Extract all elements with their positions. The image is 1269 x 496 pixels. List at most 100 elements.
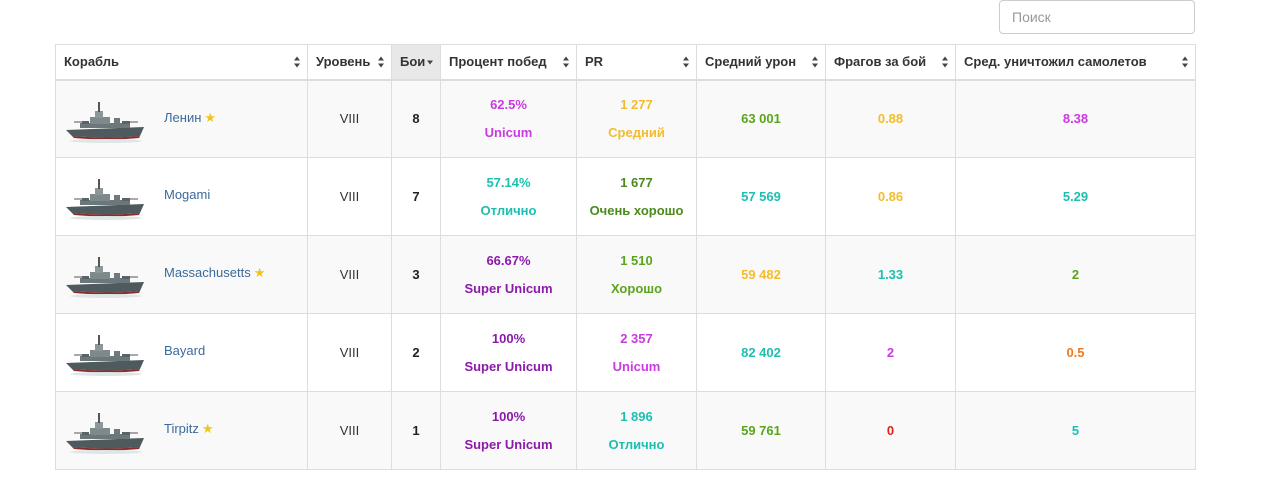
frags-value: 2: [886, 345, 895, 360]
column-header-pr[interactable]: PR: [576, 44, 697, 81]
avg-damage-cell: 59 482: [696, 235, 826, 314]
pr-rating: Unicum: [612, 359, 661, 374]
ship-name: Tirpitz: [164, 421, 199, 436]
battles-cell: 7: [391, 157, 441, 236]
winrate-cell: 62.5% Unicum: [440, 79, 577, 158]
warship-icon: [66, 179, 144, 220]
column-header-frags[interactable]: Фрагов за бой: [825, 44, 956, 81]
planes-cell: 2: [955, 235, 1196, 314]
sort-icon: [942, 56, 949, 68]
column-header-ship[interactable]: Корабль: [55, 44, 308, 81]
table-row: Ленин ★ VIII 8 62.5% Unicum 1 277 Средний…: [55, 79, 1196, 158]
ship-name-link[interactable]: Ленин ★: [164, 110, 216, 126]
battles-cell: 8: [391, 79, 441, 158]
battles-value: 1: [412, 423, 420, 438]
winrate-cell: 100% Super Unicum: [440, 391, 577, 470]
ship-name-link[interactable]: Bayard: [164, 343, 205, 358]
sort-icon: [812, 56, 819, 68]
level-cell: VIII: [307, 235, 392, 314]
level-cell: VIII: [307, 79, 392, 158]
level-cell: VIII: [307, 313, 392, 392]
ship-cell: Mogami: [55, 157, 308, 236]
ship-cell: Massachusetts ★: [55, 235, 308, 314]
planes-cell: 5.29: [955, 157, 1196, 236]
pr-value: 1 896: [620, 409, 653, 424]
warship-icon: [66, 335, 144, 376]
pr-rating: Очень хорошо: [589, 203, 684, 218]
ships-stats-table: Корабль Уровень Бои Процент побед PR Сре…: [55, 44, 1196, 470]
pr-value: 2 357: [620, 331, 653, 346]
table-row: Tirpitz ★ VIII 1 100% Super Unicum 1 896 …: [55, 391, 1196, 470]
avg-damage-cell: 59 761: [696, 391, 826, 470]
level-value: VIII: [339, 189, 360, 204]
column-header-label: Сред. уничтожил самолетов: [964, 54, 1147, 70]
battles-value: 3: [412, 267, 420, 282]
pr-value: 1 510: [620, 253, 653, 268]
pr-cell: 1 896 Отлично: [576, 391, 697, 470]
table-row: Mogami VIII 7 57.14% Отлично 1 677 Очень…: [55, 157, 1196, 236]
level-value: VIII: [339, 423, 360, 438]
winrate-rating: Отлично: [480, 203, 537, 218]
column-header-winrate[interactable]: Процент побед: [440, 44, 577, 81]
level-cell: VIII: [307, 157, 392, 236]
avg-damage-value: 82 402: [741, 345, 781, 360]
pr-value: 1 677: [620, 175, 653, 190]
avg-damage-cell: 57 569: [696, 157, 826, 236]
avg-damage-cell: 63 001: [696, 79, 826, 158]
level-value: VIII: [339, 111, 360, 127]
column-header-level[interactable]: Уровень: [307, 44, 392, 81]
pr-value: 1 277: [620, 97, 653, 113]
planes-value: 5.29: [1062, 189, 1089, 204]
winrate-cell: 66.67% Super Unicum: [440, 235, 577, 314]
planes-cell: 8.38: [955, 79, 1196, 158]
warship-icon: [66, 101, 144, 143]
planes-value: 5: [1071, 423, 1080, 438]
star-icon: ★: [204, 109, 217, 125]
frags-cell: 1.33: [825, 235, 956, 314]
column-header-battles[interactable]: Бои: [391, 44, 441, 81]
pr-rating: Хорошо: [610, 281, 663, 296]
planes-value: 8.38: [1062, 111, 1089, 127]
winrate-value: 100%: [491, 331, 526, 346]
battles-value: 2: [412, 345, 420, 360]
ship-name-link[interactable]: Mogami: [164, 187, 210, 202]
column-header-avg-damage[interactable]: Средний урон: [696, 44, 826, 81]
pr-cell: 1 277 Средний: [576, 79, 697, 158]
table-row: Bayard VIII 2 100% Super Unicum 2 357 Un…: [55, 313, 1196, 392]
frags-value: 0: [886, 423, 895, 438]
pr-cell: 2 357 Unicum: [576, 313, 697, 392]
avg-damage-value: 63 001: [741, 111, 781, 127]
ship-name: Bayard: [164, 343, 206, 358]
column-header-planes[interactable]: Сред. уничтожил самолетов: [955, 44, 1196, 81]
winrate-value: 100%: [491, 409, 526, 424]
search-input[interactable]: [999, 0, 1195, 34]
level-value: VIII: [339, 267, 360, 282]
warship-icon: [66, 257, 144, 298]
column-header-label: Бои: [400, 54, 426, 70]
sort-icon: [378, 56, 385, 68]
frags-cell: 2: [825, 313, 956, 392]
sort-icon: [683, 56, 690, 68]
battles-cell: 1: [391, 391, 441, 470]
avg-damage-value: 57 569: [741, 189, 781, 204]
table-header-row: Корабль Уровень Бои Процент побед PR Сре…: [55, 44, 1196, 81]
ship-cell: Ленин ★: [55, 79, 308, 158]
planes-value: 2: [1071, 267, 1080, 282]
winrate-rating: Super Unicum: [464, 359, 553, 374]
planes-cell: 5: [955, 391, 1196, 470]
winrate-value: 62.5%: [490, 97, 527, 113]
warship-icon: [66, 413, 144, 454]
table-row: Massachusetts ★ VIII 3 66.67% Super Unicu…: [55, 235, 1196, 314]
frags-cell: 0.86: [825, 157, 956, 236]
frags-cell: 0: [825, 391, 956, 470]
column-header-label: Корабль: [64, 54, 120, 70]
pr-rating: Средний: [608, 125, 665, 141]
winrate-cell: 57.14% Отлично: [440, 157, 577, 236]
ship-name-link[interactable]: Tirpitz ★: [164, 421, 214, 437]
avg-damage-value: 59 761: [741, 423, 781, 438]
ship-name-link[interactable]: Massachusetts ★: [164, 265, 265, 281]
sort-icon: [294, 56, 301, 68]
winrate-rating: Super Unicum: [464, 437, 553, 452]
ship-cell: Bayard: [55, 313, 308, 392]
pr-cell: 1 510 Хорошо: [576, 235, 697, 314]
